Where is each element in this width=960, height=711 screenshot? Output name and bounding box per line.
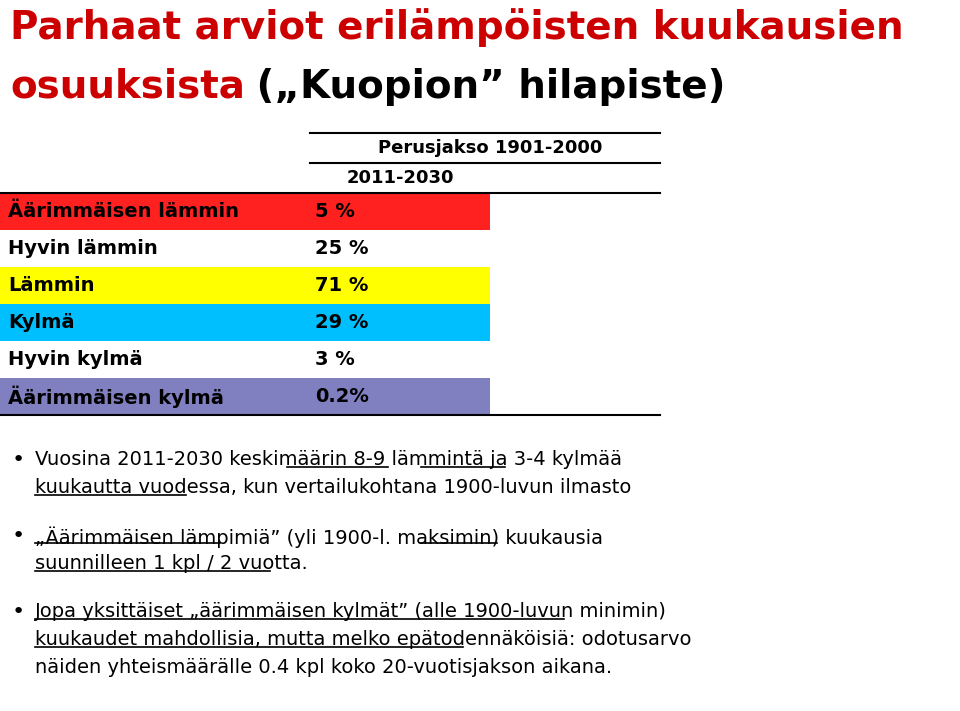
Text: „Äärimmäisen lämpimiä” (yli 1900-l. maksimin) kuukausia: „Äärimmäisen lämpimiä” (yli 1900-l. maks…: [35, 526, 603, 547]
Text: 5 %: 5 %: [315, 202, 355, 221]
Text: Äärimmäisen kylmä: Äärimmäisen kylmä: [8, 385, 224, 407]
Text: 3 %: 3 %: [315, 350, 355, 369]
Text: suunnilleen 1 kpl / 2 vuotta.: suunnilleen 1 kpl / 2 vuotta.: [35, 554, 308, 573]
Text: 25 %: 25 %: [315, 239, 369, 258]
Text: Kylmä: Kylmä: [8, 313, 75, 332]
Text: 0.2%: 0.2%: [315, 387, 369, 406]
Text: Perusjakso 1901-2000: Perusjakso 1901-2000: [378, 139, 602, 157]
Text: 2011-2030: 2011-2030: [347, 169, 454, 187]
Text: Hyvin lämmin: Hyvin lämmin: [8, 239, 157, 258]
Text: näiden yhteismäärälle 0.4 kpl koko 20-vuotisjakson aikana.: näiden yhteismäärälle 0.4 kpl koko 20-vu…: [35, 658, 612, 677]
Text: Jopa yksittäiset „äärimmäisen kylmät” (alle 1900-luvun minimin): Jopa yksittäiset „äärimmäisen kylmät” (a…: [35, 602, 667, 621]
Bar: [0, 267, 490, 304]
Bar: [0, 304, 490, 341]
Text: Parhaat arviot erilämpöisten kuukausien: Parhaat arviot erilämpöisten kuukausien: [10, 8, 903, 47]
Text: Lämmin: Lämmin: [8, 276, 94, 295]
Text: Äärimmäisen lämmin: Äärimmäisen lämmin: [8, 202, 239, 221]
Bar: [0, 378, 490, 415]
Text: („Kuopion” hilapiste): („Kuopion” hilapiste): [243, 68, 726, 106]
Text: osuuksista: osuuksista: [10, 68, 245, 106]
Text: kuukaudet mahdollisia, mutta melko epätodennäköisiä: odotusarvo: kuukaudet mahdollisia, mutta melko epäto…: [35, 630, 691, 649]
Bar: [0, 193, 490, 230]
Text: Vuosina 2011-2030 keskimäärin 8-9 lämmintä ja 3-4 kylmää: Vuosina 2011-2030 keskimäärin 8-9 lämmin…: [35, 450, 622, 469]
Text: 71 %: 71 %: [315, 276, 369, 295]
Text: 29 %: 29 %: [315, 313, 369, 332]
Text: Hyvin kylmä: Hyvin kylmä: [8, 350, 143, 369]
Text: •: •: [12, 526, 25, 546]
Text: kuukautta vuodessa, kun vertailukohtana 1900-luvun ilmasto: kuukautta vuodessa, kun vertailukohtana …: [35, 478, 632, 497]
Text: •: •: [12, 450, 25, 470]
Text: •: •: [12, 602, 25, 622]
